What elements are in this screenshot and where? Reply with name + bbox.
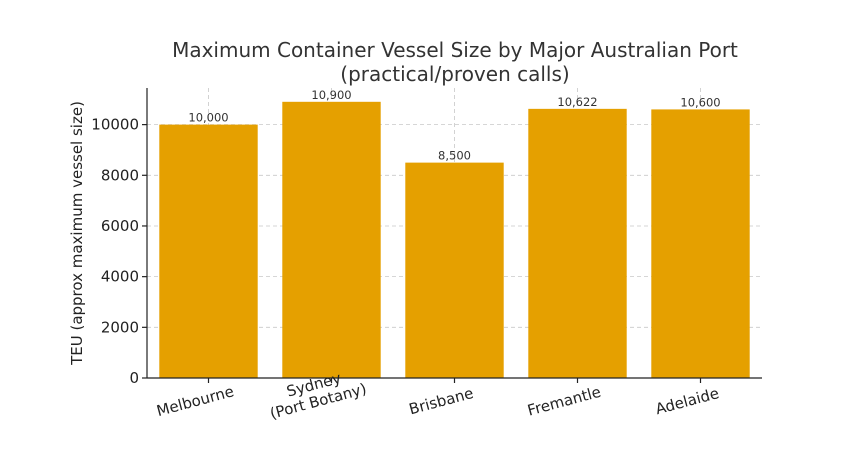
x-tick-label-line: Brisbane bbox=[407, 384, 475, 418]
chart-title: Maximum Container Vessel Size by Major A… bbox=[172, 38, 738, 62]
x-tick-label: Melbourne bbox=[155, 382, 236, 420]
bar-value-label: 10,600 bbox=[680, 95, 720, 109]
y-tick-label: 2000 bbox=[101, 318, 139, 336]
bar-value-label: 10,000 bbox=[188, 111, 228, 125]
chart-subtitle: (practical/proven calls) bbox=[340, 62, 569, 86]
x-tick-label-line: Fremantle bbox=[526, 383, 603, 420]
y-tick-label: 8000 bbox=[101, 166, 139, 184]
y-tick-label: 4000 bbox=[101, 268, 139, 286]
bar bbox=[282, 101, 381, 379]
y-tick-label: 0 bbox=[129, 369, 139, 387]
x-tick-label: Brisbane bbox=[407, 384, 475, 418]
bar-value-label: 10,622 bbox=[557, 95, 597, 109]
x-tick-label-line: Adelaide bbox=[653, 384, 720, 418]
bar bbox=[405, 162, 504, 378]
bar-value-label: 8,500 bbox=[438, 149, 471, 163]
bar bbox=[528, 108, 627, 379]
bar bbox=[651, 109, 750, 378]
bar-layer bbox=[159, 101, 750, 379]
y-tick-label: 10000 bbox=[91, 116, 139, 134]
bar bbox=[159, 124, 258, 378]
x-tick-label: Adelaide bbox=[653, 384, 720, 418]
y-axis-label: TEU (approx maximum vessel size) bbox=[68, 101, 86, 366]
data-label-layer: 10,000 10,900 8,500 10,622 10,600 bbox=[188, 88, 720, 163]
x-tick-label: Fremantle bbox=[526, 383, 603, 420]
bar-value-label: 10,900 bbox=[311, 88, 351, 102]
x-tick-label-line: Melbourne bbox=[155, 382, 236, 420]
y-tick-label: 6000 bbox=[101, 217, 139, 235]
